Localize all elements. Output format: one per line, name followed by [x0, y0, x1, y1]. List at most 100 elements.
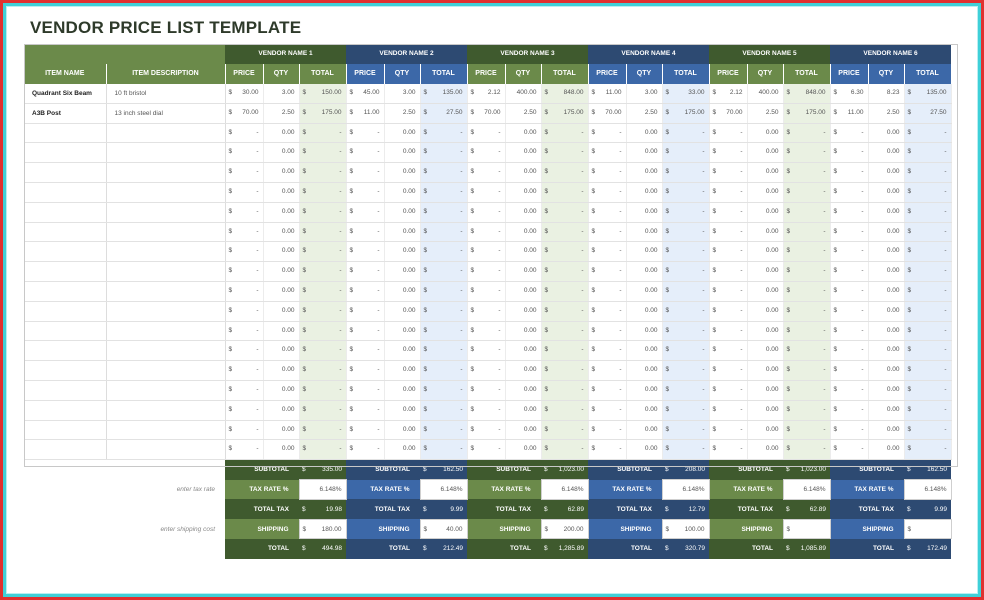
qty-cell[interactable]: 0.00: [626, 261, 663, 283]
price-cell[interactable]: $ -: [709, 222, 748, 243]
price-cell[interactable]: $ -: [346, 321, 385, 342]
price-cell[interactable]: $ -: [467, 222, 506, 243]
price-cell[interactable]: $ -: [588, 301, 627, 322]
price-cell[interactable]: $ -: [588, 420, 627, 441]
column-header-total[interactable]: TOTAL: [420, 63, 468, 84]
total-cell[interactable]: $ -: [299, 202, 347, 223]
qty-cell[interactable]: 3.00: [263, 83, 300, 104]
price-cell[interactable]: $ -: [225, 142, 264, 164]
price-cell[interactable]: $ -: [225, 380, 264, 401]
price-cell[interactable]: $ -: [225, 182, 264, 203]
total-cell[interactable]: $ -: [541, 400, 589, 421]
total-cell[interactable]: $848.00: [783, 83, 831, 104]
qty-cell[interactable]: 0.00: [626, 202, 663, 223]
price-cell[interactable]: $ -: [709, 261, 748, 283]
total-cell[interactable]: $ -: [662, 321, 710, 342]
total-cell[interactable]: $ -: [299, 400, 347, 421]
item-description-cell[interactable]: [106, 400, 226, 421]
qty-cell[interactable]: 0.00: [263, 123, 300, 144]
total-cell[interactable]: $ -: [904, 321, 952, 342]
total-cell[interactable]: $135.00: [904, 83, 952, 104]
qty-cell[interactable]: 0.00: [384, 380, 421, 401]
total-cell[interactable]: $175.00: [783, 103, 831, 124]
qty-cell[interactable]: 0.00: [868, 301, 905, 322]
total-cell[interactable]: $ -: [904, 301, 952, 322]
qty-cell[interactable]: 400.00: [505, 83, 542, 104]
total-cell[interactable]: $ -: [904, 202, 952, 223]
qty-cell[interactable]: 0.00: [384, 261, 421, 283]
column-header-item-name[interactable]: ITEM NAME: [24, 63, 107, 84]
price-cell[interactable]: $ -: [467, 420, 506, 441]
item-name-cell[interactable]: Quadrant Six Beam: [24, 83, 107, 104]
total-cell[interactable]: $ -: [299, 281, 347, 302]
qty-cell[interactable]: 0.00: [384, 439, 421, 461]
total-cell[interactable]: $175.00: [662, 103, 710, 124]
total-cell[interactable]: $ -: [783, 281, 831, 302]
price-cell[interactable]: $ -: [588, 281, 627, 302]
qty-cell[interactable]: 0.00: [505, 142, 542, 164]
price-cell[interactable]: $ -: [467, 241, 506, 263]
total-cell[interactable]: $ -: [904, 162, 952, 184]
price-cell[interactable]: $ -: [830, 162, 869, 184]
price-cell[interactable]: $ -: [225, 241, 264, 263]
price-cell[interactable]: $ -: [830, 202, 869, 223]
price-cell[interactable]: $ -: [467, 182, 506, 203]
price-cell[interactable]: $ -: [709, 123, 748, 144]
total-cell[interactable]: $ -: [783, 182, 831, 203]
price-cell[interactable]: $ -: [588, 261, 627, 283]
qty-cell[interactable]: 0.00: [263, 162, 300, 184]
column-header-total[interactable]: TOTAL: [541, 63, 589, 84]
qty-cell[interactable]: 0.00: [263, 182, 300, 203]
item-name-cell[interactable]: [24, 241, 107, 263]
price-cell[interactable]: $ -: [467, 400, 506, 421]
total-cell[interactable]: $ -: [662, 340, 710, 362]
qty-cell[interactable]: 0.00: [747, 380, 784, 401]
column-header-qty[interactable]: QTY: [868, 63, 905, 84]
vendor-name-header[interactable]: VENDOR NAME 2: [346, 44, 467, 64]
total-cell[interactable]: $ -: [420, 301, 468, 322]
vendor-name-header[interactable]: VENDOR NAME 1: [225, 44, 346, 64]
price-cell[interactable]: $2.12: [467, 83, 506, 104]
total-cell[interactable]: $ -: [904, 123, 952, 144]
total-cell[interactable]: $ -: [420, 281, 468, 302]
total-cell[interactable]: $ -: [541, 182, 589, 203]
qty-cell[interactable]: 0.00: [263, 380, 300, 401]
summary-input-shipping[interactable]: $40.00: [419, 518, 468, 540]
column-header-total[interactable]: TOTAL: [783, 63, 831, 84]
qty-cell[interactable]: 0.00: [747, 321, 784, 342]
price-cell[interactable]: $11.00: [588, 83, 627, 104]
qty-cell[interactable]: 0.00: [384, 202, 421, 223]
qty-cell[interactable]: 0.00: [868, 281, 905, 302]
total-cell[interactable]: $ -: [420, 439, 468, 461]
price-cell[interactable]: $11.00: [346, 103, 385, 124]
item-description-cell[interactable]: [106, 420, 226, 441]
qty-cell[interactable]: 0.00: [747, 400, 784, 421]
price-cell[interactable]: $ -: [709, 380, 748, 401]
qty-cell[interactable]: 0.00: [868, 222, 905, 243]
price-cell[interactable]: $ -: [709, 321, 748, 342]
qty-cell[interactable]: 0.00: [747, 142, 784, 164]
qty-cell[interactable]: 0.00: [505, 123, 542, 144]
qty-cell[interactable]: 0.00: [626, 241, 663, 263]
price-cell[interactable]: $ -: [709, 400, 748, 421]
price-cell[interactable]: $ -: [709, 420, 748, 441]
column-header-total[interactable]: TOTAL: [299, 63, 347, 84]
price-cell[interactable]: $ -: [467, 439, 506, 461]
total-cell[interactable]: $ -: [783, 222, 831, 243]
price-cell[interactable]: $ -: [467, 142, 506, 164]
price-cell[interactable]: $ -: [467, 360, 506, 382]
qty-cell[interactable]: 0.00: [626, 400, 663, 421]
qty-cell[interactable]: 0.00: [384, 142, 421, 164]
qty-cell[interactable]: 0.00: [868, 202, 905, 223]
price-cell[interactable]: $ -: [467, 301, 506, 322]
total-cell[interactable]: $ -: [662, 123, 710, 144]
item-name-cell[interactable]: [24, 261, 107, 283]
item-name-cell[interactable]: [24, 400, 107, 421]
price-cell[interactable]: $ -: [709, 142, 748, 164]
summary-input-tax-rate[interactable]: 6.148%: [540, 479, 589, 500]
column-header-price[interactable]: PRICE: [225, 63, 264, 84]
total-cell[interactable]: $ -: [541, 380, 589, 401]
total-cell[interactable]: $ -: [783, 321, 831, 342]
price-cell[interactable]: $ -: [830, 142, 869, 164]
qty-cell[interactable]: 0.00: [868, 123, 905, 144]
